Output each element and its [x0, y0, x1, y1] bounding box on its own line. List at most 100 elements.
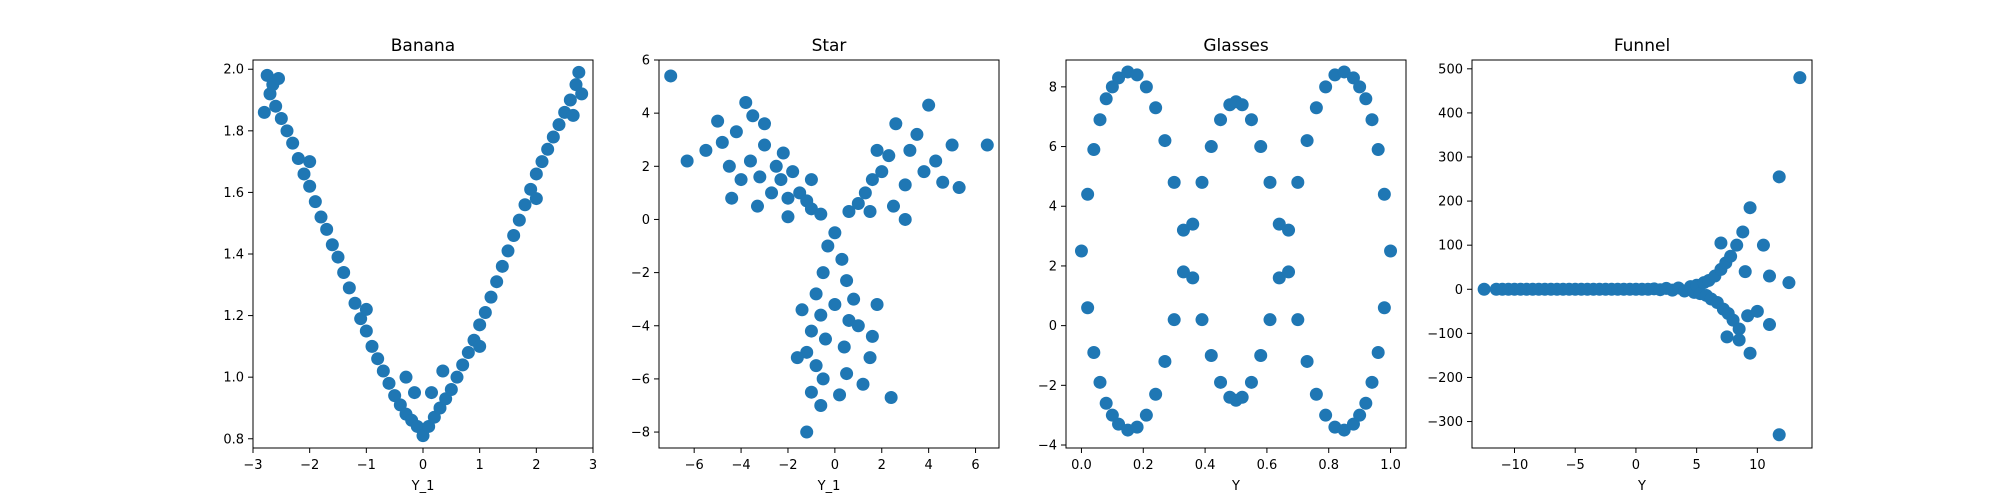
scatter-point: [1732, 333, 1746, 347]
scatter-point: [1300, 354, 1314, 368]
scatter-point: [936, 175, 950, 189]
scatter-point: [535, 155, 549, 169]
scatter-point: [809, 287, 823, 301]
scatter-point: [842, 204, 856, 218]
scatter-point: [1195, 175, 1209, 189]
scatter-point: [858, 186, 872, 200]
scatter-point: [1093, 113, 1107, 127]
x-tick-label: 0.6: [1257, 458, 1278, 473]
scatter-point: [484, 290, 498, 304]
scatter-point: [840, 274, 854, 288]
scatter-point: [444, 382, 458, 396]
glasses-points: [1074, 65, 1398, 437]
scatter-point: [1186, 271, 1200, 285]
x-tick-label: −4: [731, 458, 750, 473]
x-tick-label: −10: [1501, 458, 1528, 473]
y-tick-label: 2: [1049, 259, 1057, 274]
scatter-point: [809, 359, 823, 373]
scatter-point: [546, 130, 560, 144]
scatter-point: [1176, 265, 1190, 279]
scatter-point: [473, 339, 487, 353]
scatter-point: [1365, 375, 1379, 389]
scatter-point: [1291, 175, 1305, 189]
scatter-point: [348, 296, 362, 310]
y-tick-label: 1.6: [223, 186, 244, 201]
scatter-point: [566, 108, 580, 122]
funnel-axes-frame: [1471, 59, 1813, 449]
scatter-point: [1377, 187, 1391, 201]
scatter-point: [884, 391, 898, 405]
scatter-point: [1319, 408, 1333, 422]
scatter-point: [835, 252, 849, 266]
scatter-point: [865, 329, 879, 343]
scatter-point: [303, 179, 317, 193]
star-axes-frame: [658, 59, 1000, 449]
scatter-point: [818, 332, 832, 346]
scatter-point: [1743, 201, 1757, 215]
scatter-point: [814, 207, 828, 221]
scatter-point: [1149, 387, 1163, 401]
scatter-point: [507, 229, 521, 243]
x-tick-label: −3: [243, 458, 262, 473]
star-title: Star: [812, 36, 847, 56]
scatter-point: [1736, 225, 1750, 239]
scatter-point: [1263, 313, 1277, 327]
scatter-point: [664, 69, 678, 83]
scatter-point: [1214, 113, 1228, 127]
x-tick-label: 6: [971, 458, 979, 473]
y-tick-label: −6: [631, 372, 650, 387]
scatter-point: [1149, 101, 1163, 115]
scatter-point: [722, 159, 736, 173]
x-tick-label: −1: [357, 458, 376, 473]
scatter-point: [552, 118, 566, 132]
y-tick-label: 2.0: [223, 63, 244, 78]
scatter-point: [711, 114, 725, 128]
scatter-point: [331, 250, 345, 264]
x-tick-label: 1: [476, 458, 484, 473]
scatter-point: [980, 138, 994, 152]
scatter-point: [1244, 113, 1258, 127]
scatter-point: [1337, 65, 1351, 79]
scatter-point: [1365, 113, 1379, 127]
x-tick-label: 5: [1693, 458, 1701, 473]
scatter-point: [529, 192, 543, 206]
scatter-point: [847, 292, 861, 306]
scatter-point: [1204, 348, 1218, 362]
scatter-point: [371, 352, 385, 366]
scatter-point: [291, 152, 305, 166]
scatter-point: [734, 173, 748, 187]
scatter-point: [1359, 396, 1373, 410]
scatter-point: [1309, 387, 1323, 401]
scatter-point: [501, 244, 515, 258]
scatter-point: [729, 125, 743, 139]
scatter-point: [490, 275, 504, 289]
scatter-point: [753, 170, 767, 184]
scatter-point: [572, 65, 586, 79]
scatter-point: [529, 167, 543, 181]
scatter-point: [1235, 98, 1249, 112]
scatter-point: [1176, 223, 1190, 237]
y-tick-label: 0: [1455, 283, 1463, 298]
scatter-point: [1130, 68, 1144, 82]
glasses-title: Glasses: [1203, 36, 1268, 56]
scatter-point: [425, 386, 438, 400]
scatter-point: [1099, 396, 1113, 410]
scatter-point: [800, 425, 814, 439]
y-tick-label: −200: [1427, 371, 1463, 386]
scatter-point: [1772, 170, 1786, 184]
x-tick-label: 0: [831, 458, 839, 473]
scatter-point: [1319, 80, 1333, 94]
scatter-point: [541, 142, 555, 156]
scatter-point: [814, 308, 828, 322]
scatter-point: [1772, 428, 1786, 442]
y-tick-label: 4: [1049, 200, 1057, 215]
scatter-point: [1300, 134, 1314, 148]
scatter-point: [882, 149, 896, 163]
funnel-title: Funnel: [1614, 36, 1670, 56]
x-tick-label: 0.8: [1318, 458, 1339, 473]
scatter-point: [816, 266, 830, 280]
banana-panel: −3 −2 −1 0 1 2 3 0.8 1.0 1.2 1.4 1.6 1.8 2.0 Banana Y_1: [223, 36, 597, 494]
scatter-point: [1093, 375, 1107, 389]
scatter-point: [303, 155, 317, 169]
scatter-point: [1732, 322, 1746, 336]
